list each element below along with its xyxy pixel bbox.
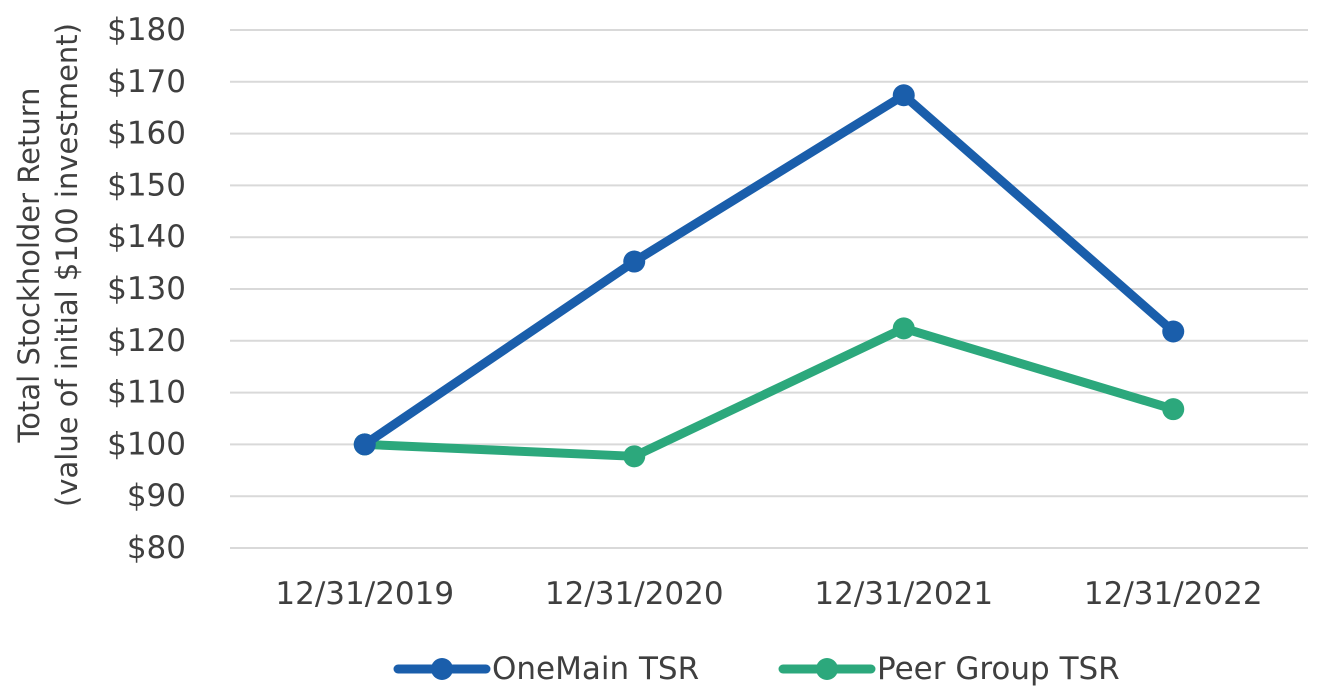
y-tick-label: $130	[107, 271, 186, 307]
series	[353, 84, 1185, 468]
y-tick-label: $140	[107, 219, 186, 255]
data-point	[892, 84, 915, 107]
y-tick-label: $80	[127, 530, 186, 566]
y-tick-label: $180	[107, 12, 186, 48]
x-tick-label: 12/31/2022	[1084, 576, 1263, 612]
legend-marker	[816, 658, 838, 680]
x-axis-ticks: 12/31/2019 12/31/2020 12/31/2021 12/31/2022	[275, 576, 1262, 612]
y-axis-ticks: $80 $90 $100 $110 $120 $130 $140 $150 $160 $170 $1…	[107, 12, 186, 566]
y-tick-label: $110	[107, 375, 186, 411]
data-point	[353, 433, 376, 456]
data-point	[623, 445, 646, 468]
x-tick-label: 12/31/2020	[545, 576, 724, 612]
legend: OneMain TSR Peer Group TSR	[393, 651, 1120, 687]
legend-item-peer-group-tsr: Peer Group TSR	[778, 651, 1120, 687]
y-tick-label: $90	[127, 478, 186, 514]
y-tick-label: $160	[107, 116, 186, 152]
legend-label: Peer Group TSR	[877, 651, 1120, 687]
data-point	[623, 250, 646, 273]
y-tick-label: $150	[107, 167, 186, 203]
legend-marker	[431, 658, 453, 680]
series-line-peer-group-tsr	[360, 323, 1178, 461]
data-point	[1162, 398, 1185, 421]
series-onemain-tsr	[353, 84, 1185, 456]
data-point	[1162, 320, 1185, 343]
x-tick-label: 12/31/2021	[814, 576, 993, 612]
y-tick-label: $120	[107, 323, 186, 359]
y-tick-label: $100	[107, 426, 186, 462]
x-tick-label: 12/31/2019	[275, 576, 454, 612]
legend-item-onemain-tsr: OneMain TSR	[393, 651, 699, 687]
series-line-onemain-tsr	[360, 90, 1178, 449]
y-tick-label: $170	[107, 64, 186, 100]
y-axis-title: Total Stockholder Return (value of initi…	[12, 23, 84, 507]
y-axis-title-line-1: Total Stockholder Return	[12, 87, 46, 443]
y-axis-title-line-2: (value of initial $100 investment)	[50, 23, 84, 507]
gridlines	[230, 29, 1308, 549]
data-point	[892, 317, 915, 340]
legend-label: OneMain TSR	[492, 651, 699, 687]
